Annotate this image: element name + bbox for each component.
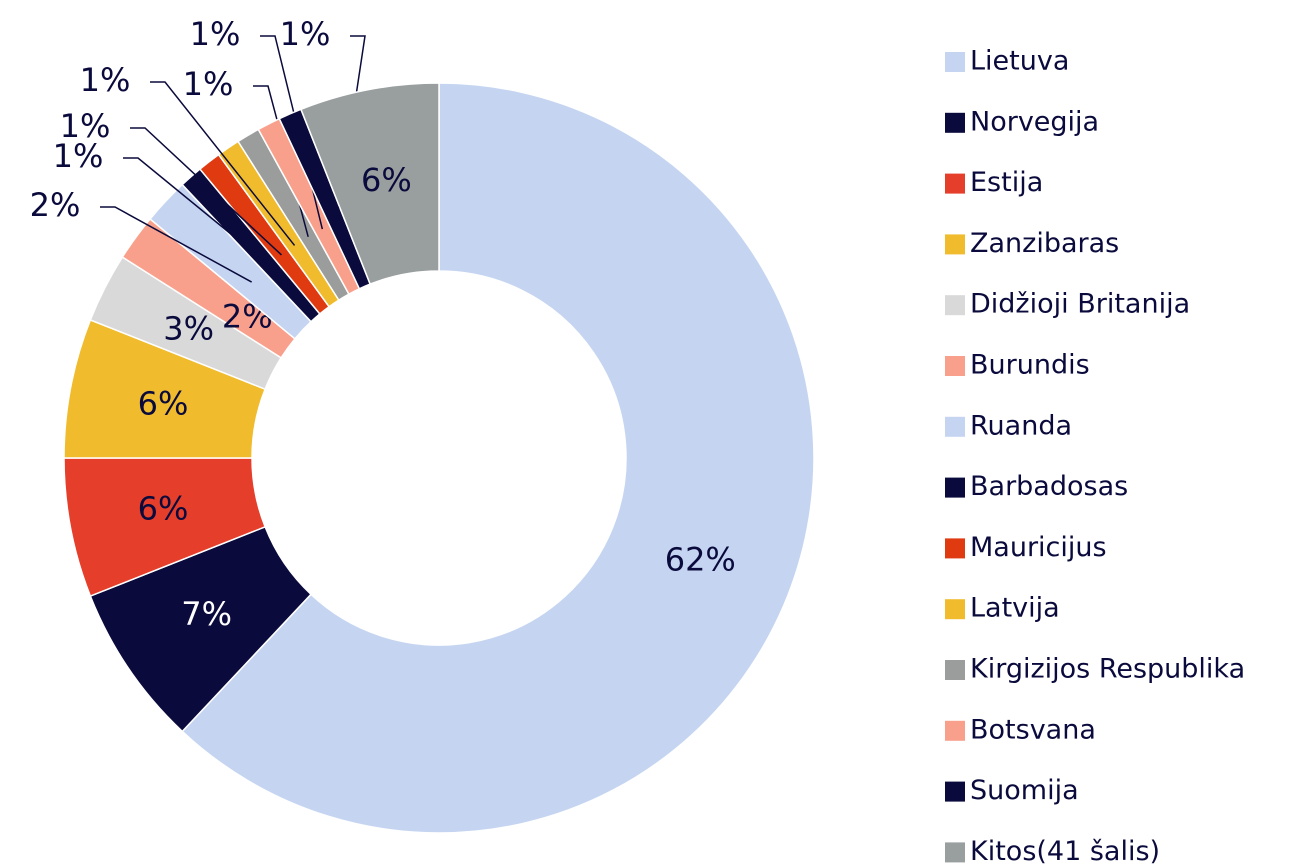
legend-swatch [945, 842, 965, 863]
legend-label: Burundis [970, 350, 1090, 381]
data-label: 6% [361, 161, 412, 199]
legend-label: Didžioji Britanija [970, 289, 1190, 320]
data-label: 1% [183, 65, 234, 103]
legend-label: Barbadosas [970, 471, 1128, 502]
data-label: 2% [30, 186, 81, 224]
data-label: 1% [190, 15, 241, 53]
legend-swatch [945, 477, 965, 498]
legend-swatch [945, 720, 965, 741]
leader-line [130, 127, 282, 256]
legend-label: Mauricijus [970, 532, 1107, 563]
legend-label: Botsvana [970, 714, 1096, 745]
data-label: 7% [181, 595, 232, 633]
legend-label: Kitos(41 šalis) [970, 836, 1160, 864]
donut-slice [299, 82, 440, 286]
data-label: 1% [280, 15, 331, 53]
data-label: 6% [138, 490, 189, 528]
data-label: 1% [80, 61, 131, 99]
legend-swatch [945, 416, 965, 437]
leader-line [150, 81, 296, 246]
legend-label: Suomija [970, 775, 1079, 806]
legend-label: Zanzibaras [970, 228, 1119, 259]
legend-swatch [945, 660, 965, 680]
data-label: 1% [60, 107, 111, 145]
legend-label: Estija [970, 167, 1043, 198]
leader-line [123, 157, 270, 266]
data-label: 1% [53, 137, 104, 175]
legend-label: Kirgizijos Respublika [970, 654, 1245, 685]
legend-swatch [945, 295, 965, 316]
legend-label: Norvegija [970, 106, 1099, 137]
legend-swatch [945, 599, 965, 620]
data-label: 3% [163, 309, 214, 347]
leader-line [100, 206, 253, 283]
data-label: 6% [138, 384, 189, 422]
data-label: 62% [665, 540, 736, 578]
legend-swatch [945, 781, 965, 802]
legend-label: Lietuva [970, 46, 1069, 77]
legend-swatch [945, 173, 965, 194]
legend-swatch [945, 52, 965, 72]
legend-swatch [945, 112, 965, 133]
donut-slice [181, 82, 815, 834]
legend-swatch [945, 538, 965, 559]
legend-label: Latvija [970, 593, 1060, 624]
legend-swatch [945, 234, 965, 255]
legend-swatch [945, 356, 965, 376]
legend-label: Ruanda [970, 410, 1072, 441]
